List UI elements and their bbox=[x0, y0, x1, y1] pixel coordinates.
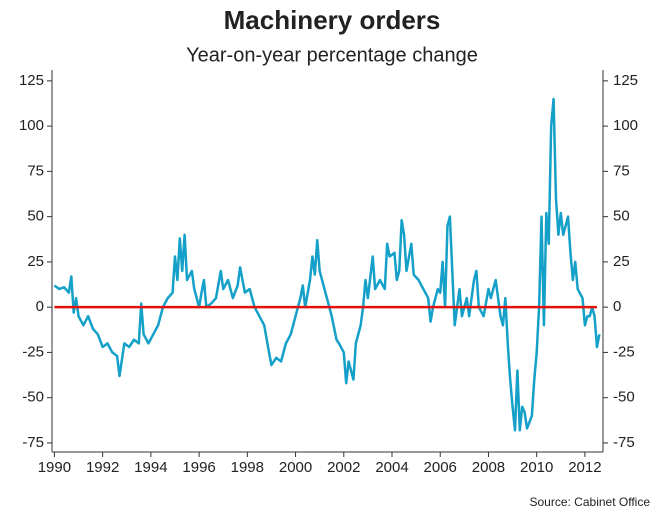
y-tick-label: -25 bbox=[613, 343, 635, 360]
chart-subtitle: Year-on-year percentage change bbox=[186, 44, 478, 66]
x-tick-label: 2008 bbox=[472, 459, 505, 476]
x-tick-label: 1990 bbox=[38, 459, 71, 476]
x-tick-label: 1998 bbox=[231, 459, 264, 476]
x-tick-label: 2004 bbox=[375, 459, 408, 476]
y-tick-label: 0 bbox=[36, 298, 44, 315]
y-tick-label: 50 bbox=[27, 208, 44, 225]
y-tick-label: 75 bbox=[27, 162, 44, 179]
y-tick-label: -75 bbox=[22, 434, 44, 451]
y-tick-label: -50 bbox=[22, 389, 44, 406]
y-tick-label: 0 bbox=[613, 298, 621, 315]
x-tick-label: 2000 bbox=[279, 459, 312, 476]
y-tick-label: 125 bbox=[19, 72, 44, 89]
x-tick-label: 1994 bbox=[134, 459, 167, 476]
y-tick-label: 75 bbox=[613, 162, 630, 179]
data-line bbox=[53, 97, 601, 432]
y-tick-label: 50 bbox=[613, 208, 630, 225]
y-tick-label: 25 bbox=[613, 253, 630, 270]
y-tick-label: -75 bbox=[613, 434, 635, 451]
chart-title: Machinery orders bbox=[224, 5, 441, 35]
x-tick-label: 1992 bbox=[86, 459, 119, 476]
source: Source: Cabinet Office bbox=[529, 495, 650, 509]
x-tick-label: 1996 bbox=[182, 459, 215, 476]
y-tick-label: -25 bbox=[22, 343, 44, 360]
y-tick-label: -50 bbox=[613, 389, 635, 406]
y-tick-label: 100 bbox=[19, 117, 44, 134]
x-tick-label: 2006 bbox=[424, 459, 457, 476]
y-tick-label: 25 bbox=[27, 253, 44, 270]
x-tick-label: 2012 bbox=[568, 459, 601, 476]
y-tick-label: 125 bbox=[613, 72, 638, 89]
x-tick-label: 2010 bbox=[520, 459, 553, 476]
x-tick-label: 2002 bbox=[327, 459, 360, 476]
y-tick-label: 100 bbox=[613, 117, 638, 134]
